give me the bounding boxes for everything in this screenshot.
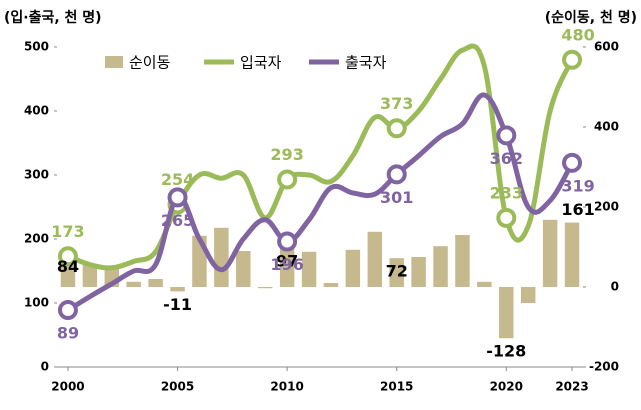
line bbox=[67, 43, 575, 271]
x-tick-label: 2020 bbox=[490, 380, 523, 394]
x-tick-label: 2010 bbox=[270, 380, 303, 394]
bar bbox=[455, 235, 470, 287]
data-label: 480 bbox=[561, 25, 594, 44]
bar bbox=[345, 249, 361, 287]
bar bbox=[148, 279, 163, 287]
legend-label: 입국자 bbox=[240, 54, 282, 72]
data-label: -11 bbox=[163, 295, 192, 314]
bar bbox=[477, 281, 492, 287]
marker bbox=[277, 231, 298, 252]
marker bbox=[57, 300, 78, 321]
y-tick-label: 200 bbox=[24, 232, 49, 246]
bar bbox=[279, 248, 295, 287]
bar bbox=[126, 281, 141, 287]
y2-axis-title: (순이동, 천 명) bbox=[545, 9, 637, 26]
bar bbox=[323, 283, 339, 287]
y2-tick-label: 400 bbox=[594, 120, 619, 134]
bar bbox=[257, 287, 273, 289]
x-tick-label: 2005 bbox=[161, 380, 194, 394]
bar bbox=[214, 227, 229, 287]
data-label: 72 bbox=[386, 262, 408, 281]
data-label: 173 bbox=[51, 222, 84, 241]
data-label: 373 bbox=[380, 94, 413, 113]
y-tick-label: 100 bbox=[24, 296, 49, 310]
data-label: -128 bbox=[486, 342, 526, 361]
y-tick-label: 300 bbox=[24, 168, 49, 182]
data-label: 293 bbox=[270, 145, 303, 164]
data-label: 254 bbox=[161, 170, 194, 189]
data-label: 89 bbox=[57, 324, 79, 343]
x-tick-label: 2015 bbox=[380, 380, 413, 394]
bar bbox=[520, 287, 536, 303]
bar bbox=[301, 251, 317, 287]
legend-label: 출국자 bbox=[345, 54, 387, 72]
bar bbox=[542, 219, 558, 287]
bar bbox=[499, 287, 514, 339]
y2-tick-label: 600 bbox=[594, 40, 619, 54]
data-label: 196 bbox=[270, 255, 303, 274]
marker bbox=[386, 164, 407, 185]
bar bbox=[411, 257, 426, 287]
x-tick-label: 2000 bbox=[51, 380, 84, 394]
data-label: 161 bbox=[561, 200, 594, 219]
bar bbox=[433, 246, 448, 287]
marker bbox=[57, 246, 78, 267]
marker bbox=[562, 49, 583, 70]
bar bbox=[389, 258, 404, 287]
data-label: 301 bbox=[380, 188, 413, 207]
bar bbox=[236, 251, 251, 287]
y2-tick-label: 200 bbox=[594, 200, 619, 214]
marker bbox=[562, 152, 583, 173]
y2-tick-label: 0 bbox=[611, 280, 619, 294]
data-label: 97 bbox=[276, 252, 298, 271]
x-tick-label: 2023 bbox=[555, 380, 588, 394]
bar bbox=[170, 287, 185, 292]
data-label: 84 bbox=[57, 257, 79, 276]
marker bbox=[496, 207, 517, 228]
y-tick-label: 500 bbox=[24, 40, 49, 54]
y-axis-title: (입·출국, 천 명) bbox=[4, 9, 102, 26]
y-tick-label: 0 bbox=[41, 360, 49, 374]
marker bbox=[496, 125, 517, 146]
data-label: 319 bbox=[561, 176, 594, 195]
marker bbox=[277, 169, 298, 190]
marker bbox=[386, 118, 407, 139]
bar bbox=[367, 231, 383, 287]
y-tick-label: 400 bbox=[24, 104, 49, 118]
legend-swatch bbox=[105, 56, 123, 68]
bar bbox=[82, 265, 98, 287]
data-label: 233 bbox=[490, 183, 523, 202]
y2-tick-label: -200 bbox=[589, 360, 619, 374]
data-label: 362 bbox=[490, 149, 523, 168]
legend-label: 순이동 bbox=[129, 54, 171, 72]
marker bbox=[167, 187, 188, 208]
bar bbox=[564, 222, 580, 287]
data-label: 265 bbox=[161, 211, 194, 230]
line bbox=[66, 92, 575, 313]
